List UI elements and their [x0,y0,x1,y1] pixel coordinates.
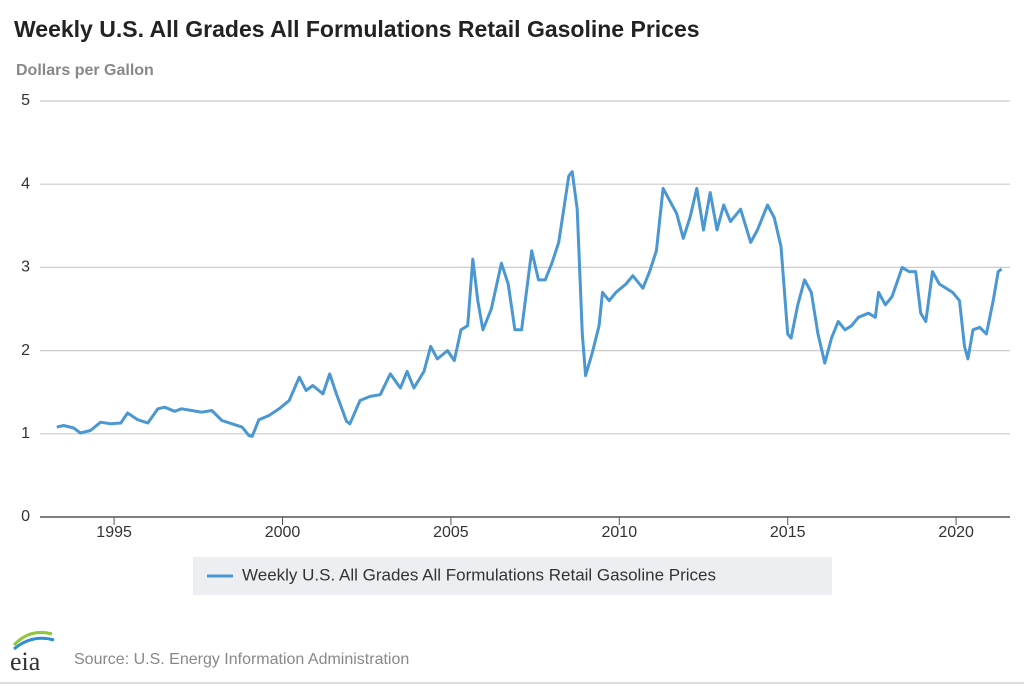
x-tick-label: 1995 [96,524,132,541]
x-tick-label: 2020 [938,524,974,541]
line-series [56,170,1003,438]
y-tick-label: 3 [21,259,30,276]
y-tick-label: 1 [21,425,30,442]
logo-text: eia [10,647,41,676]
y-tick-label: 0 [21,508,30,525]
x-tick-label: 2015 [770,524,806,541]
chart-title: Weekly U.S. All Grades All Formulations … [14,16,700,42]
legend-label: Weekly U.S. All Grades All Formulations … [242,565,716,584]
x-tick-label: 2010 [602,524,638,541]
y-tick-label: 2 [21,342,30,359]
y-tick-label: 5 [21,92,30,109]
x-tick-label: 2000 [265,524,301,541]
source: Source: U.S. Energy Information Administ… [74,651,409,668]
legend-box [193,557,832,595]
y-axis-label: Dollars per Gallon [16,62,154,79]
logo: eia [10,630,55,676]
x-tick-label: 2005 [433,524,469,541]
y-tick-label: 4 [21,175,30,192]
